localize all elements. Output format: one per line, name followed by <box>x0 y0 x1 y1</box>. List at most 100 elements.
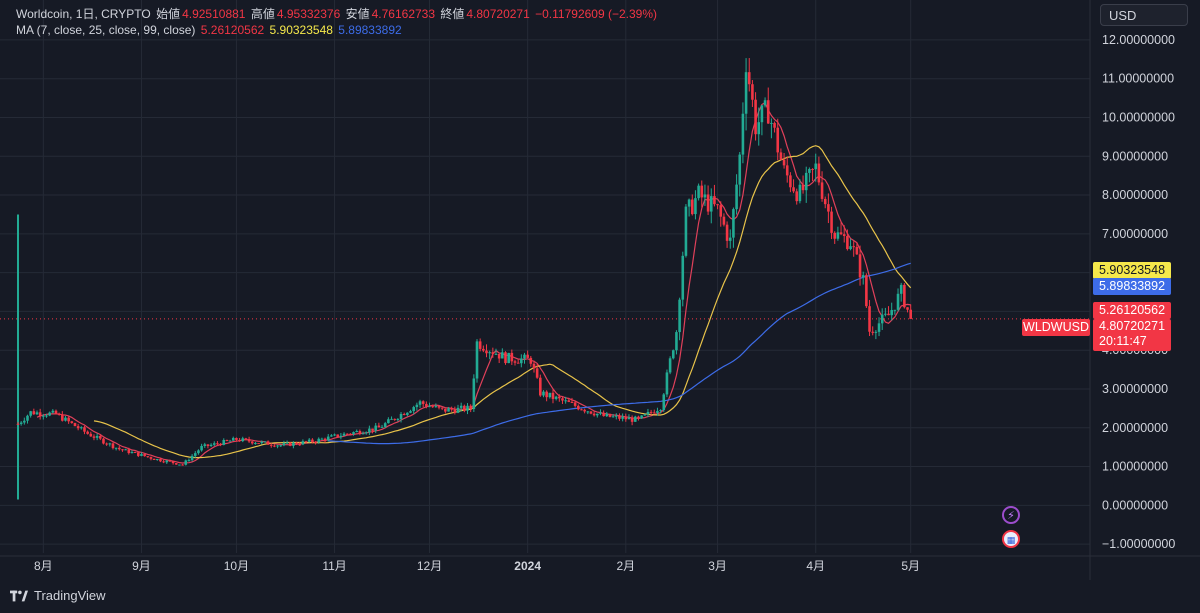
candle-body <box>238 439 241 442</box>
y-tick-label: 12.00000000 <box>1102 33 1175 47</box>
candle-body <box>887 313 890 316</box>
candle-body <box>48 412 51 416</box>
tradingview-brand[interactable]: TradingView <box>10 588 106 603</box>
candle-body <box>298 444 302 446</box>
ohlc-legend: Worldcoin, 1日, CRYPTO 始値 4.92510881 高値 4.9… <box>16 6 659 22</box>
candle-body <box>608 413 612 417</box>
x-tick-label: 10月 <box>224 559 249 573</box>
candle-body <box>703 194 707 198</box>
candle-body <box>570 401 574 403</box>
candle-body <box>798 184 802 202</box>
open-value: 4.92510881 <box>182 7 246 21</box>
candle-body <box>42 415 45 417</box>
candle-body <box>890 310 893 316</box>
y-tick-label: 7.00000000 <box>1102 227 1168 241</box>
candle-body <box>345 433 349 435</box>
candle-body <box>801 184 805 191</box>
candle-body <box>415 404 419 408</box>
candle-body <box>371 428 374 431</box>
y-tick-label: 9.00000000 <box>1102 149 1168 163</box>
candle-body <box>421 401 425 404</box>
candle-body <box>437 406 441 408</box>
candle-body <box>282 443 286 446</box>
candle-body <box>23 420 26 423</box>
candle-body <box>507 352 510 364</box>
change-value: −0.11792609 (−2.39%) <box>535 7 657 21</box>
candle-body <box>57 413 61 415</box>
candle-body <box>687 199 691 207</box>
y-tick-label: 2.00000000 <box>1102 421 1168 435</box>
candle-body <box>399 413 403 419</box>
candle-body <box>795 191 799 202</box>
candle-body <box>67 417 70 422</box>
candle-body <box>482 348 485 351</box>
candle-body <box>827 204 830 212</box>
candle-body <box>342 433 346 436</box>
candle-body <box>317 438 321 443</box>
candle-body <box>877 323 881 332</box>
candle-body <box>643 414 647 416</box>
candle-body <box>811 168 814 170</box>
lightning-event-icon[interactable]: ⚡ <box>1002 506 1020 524</box>
candle-body <box>301 441 305 445</box>
candle-body <box>513 361 517 363</box>
candle-body <box>580 409 583 411</box>
currency-button[interactable]: USD <box>1100 4 1188 26</box>
candle-body <box>295 442 298 445</box>
candle-body <box>314 442 317 444</box>
ma-legend[interactable]: MA (7, close, 25, close, 99, close) 5.26… <box>16 22 404 38</box>
candle-body <box>735 184 738 210</box>
candle-body <box>152 458 156 461</box>
candle-body <box>225 439 229 441</box>
candle-body <box>678 299 681 333</box>
candle-body <box>554 396 558 399</box>
candle-body <box>450 408 453 410</box>
candle-body <box>776 127 780 153</box>
candle-body <box>754 99 757 135</box>
candle-body <box>222 439 226 445</box>
candle-body <box>874 331 878 333</box>
candle-body <box>307 439 311 442</box>
candle-body <box>368 428 371 433</box>
candle-body <box>333 434 336 436</box>
candle-body <box>820 182 824 199</box>
candle-body <box>206 444 210 447</box>
candle-body <box>757 122 761 135</box>
candle-body <box>738 154 742 185</box>
candle-body <box>219 443 222 445</box>
candle-body <box>896 293 900 310</box>
tradingview-logo-icon <box>10 590 28 601</box>
candle-body <box>165 460 169 463</box>
candle-body <box>684 206 688 256</box>
candle-body <box>573 402 577 406</box>
candle-body <box>76 426 80 429</box>
us-flag-event-icon[interactable]: ▦ <box>1002 530 1020 548</box>
candle-body <box>542 391 545 396</box>
candle-body <box>32 411 36 415</box>
candle-body <box>485 350 488 354</box>
candle-body <box>763 100 767 106</box>
candle-body <box>671 350 675 359</box>
last-price-tag: 4.80720271 20:11:47 <box>1093 319 1171 351</box>
candle-body <box>83 427 86 432</box>
candle-body <box>858 254 862 278</box>
candle-body <box>564 400 567 402</box>
candle-body <box>690 199 694 215</box>
candle-body <box>89 433 93 437</box>
ma99-line <box>328 262 911 445</box>
candle-body <box>105 443 108 445</box>
candle-body <box>453 409 457 413</box>
candle-body <box>361 433 365 435</box>
candle-body <box>16 423 20 425</box>
candle-body <box>402 413 406 416</box>
candle-body <box>785 165 789 176</box>
candle-body <box>70 421 74 423</box>
candle-body <box>209 444 213 447</box>
candle-body <box>273 445 276 447</box>
candle-body <box>266 441 270 445</box>
candle-body <box>102 438 105 444</box>
candle-body <box>662 394 666 410</box>
candle-body <box>162 461 165 463</box>
candle-body <box>618 415 621 419</box>
